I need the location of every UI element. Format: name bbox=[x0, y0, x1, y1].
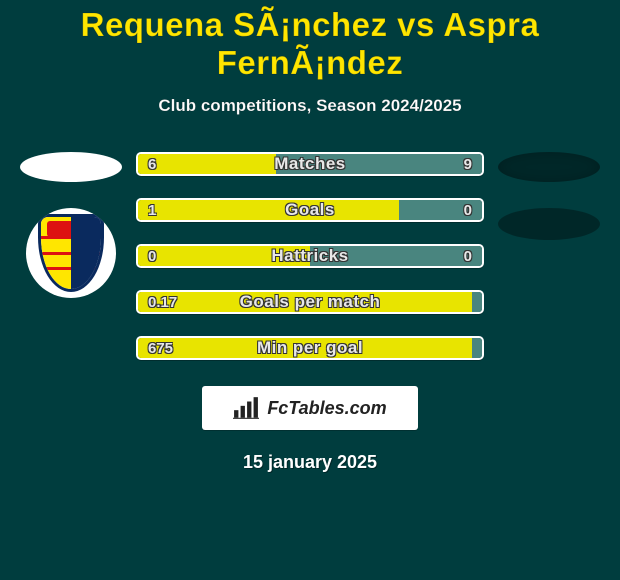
stat-value-left: 0.17 bbox=[148, 292, 177, 312]
stat-bars: Matches69Goals10Hattricks00Goals per mat… bbox=[136, 152, 484, 360]
brand-badge[interactable]: FcTables.com bbox=[202, 386, 418, 430]
page-subtitle: Club competitions, Season 2024/2025 bbox=[0, 96, 620, 116]
left-country-badge bbox=[20, 152, 122, 182]
page-title: Requena SÃ¡nchez vs Aspra FernÃ¡ndez bbox=[0, 6, 620, 82]
stat-label: Hattricks bbox=[138, 246, 482, 266]
comparison-card: Requena SÃ¡nchez vs Aspra FernÃ¡ndez Clu… bbox=[0, 0, 620, 473]
stat-value-left: 1 bbox=[148, 200, 156, 220]
stat-row: Goals per match0.17 bbox=[136, 290, 484, 314]
content-row: Matches69Goals10Hattricks00Goals per mat… bbox=[0, 152, 620, 360]
footer-date: 15 january 2025 bbox=[0, 452, 620, 473]
stat-label: Matches bbox=[138, 154, 482, 174]
stat-value-right: 0 bbox=[464, 246, 472, 266]
right-country-badge bbox=[498, 152, 600, 182]
stat-value-left: 675 bbox=[148, 338, 173, 358]
villarreal-crest-icon bbox=[38, 214, 104, 292]
stat-label: Goals per match bbox=[138, 292, 482, 312]
stat-row: Hattricks0 0 bbox=[136, 244, 484, 268]
bar-chart-icon bbox=[233, 397, 259, 419]
stat-row: Matches6 9 bbox=[136, 152, 484, 176]
stat-value-left: 0 bbox=[148, 246, 156, 266]
stat-value-left: 6 bbox=[148, 154, 156, 174]
brand-text: FcTables.com bbox=[267, 398, 386, 419]
stat-label: Goals bbox=[138, 200, 482, 220]
left-avatars bbox=[20, 152, 122, 298]
stat-value-right: 0 bbox=[464, 200, 472, 220]
stat-label: Min per goal bbox=[138, 338, 482, 358]
stat-value-right: 9 bbox=[464, 154, 472, 174]
left-club-badge bbox=[26, 208, 116, 298]
stat-row: Goals1 0 bbox=[136, 198, 484, 222]
right-avatars bbox=[498, 152, 600, 240]
right-club-badge bbox=[498, 208, 600, 240]
stat-row: Min per goal675 bbox=[136, 336, 484, 360]
